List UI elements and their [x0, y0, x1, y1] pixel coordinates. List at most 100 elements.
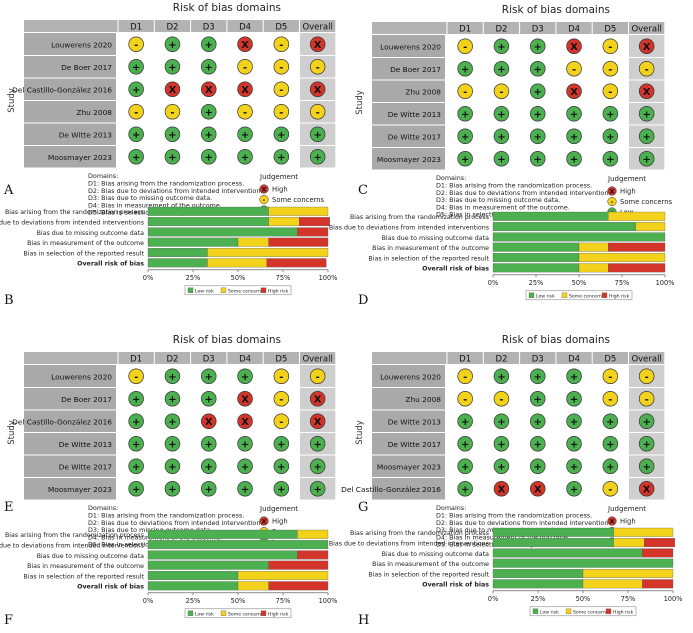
judgement-low-icon: [493, 151, 510, 167]
bar-segment-some: [608, 211, 666, 221]
bar-segment-high: [642, 548, 674, 558]
bar-category-label: Bias in measurement of the outcome: [27, 563, 144, 570]
judgement-low-icon: [529, 105, 546, 122]
judgement-symbol: +: [205, 484, 213, 495]
study-axis-label: Study: [7, 88, 17, 113]
judgement-symbol: +: [277, 484, 285, 495]
bar-category-label: Bias arising from the randomization proc…: [5, 209, 144, 216]
judgement-low-icon: [493, 436, 510, 452]
judgement-symbol: +: [168, 40, 176, 51]
col-header-d1: D1: [459, 25, 471, 35]
judgement-low-icon: [128, 126, 144, 142]
bar-legend-label: High risk: [268, 288, 289, 294]
judgement-symbol: +: [497, 154, 505, 165]
legend-label: High: [272, 518, 288, 526]
col-header-d1: D1: [130, 23, 142, 33]
col-header-d4: D4: [239, 355, 251, 365]
judgement-symbol: +: [461, 154, 469, 165]
header-band: [372, 352, 665, 364]
judgement-low-icon: [309, 126, 326, 142]
judgement-symbol: X: [205, 85, 213, 96]
domain-description: D2: Bias due to deviations from intended…: [436, 189, 610, 197]
study-name: De Witte 2013: [59, 440, 113, 449]
legend-symbol: -: [263, 196, 266, 204]
col-header-overall: Overall: [631, 25, 661, 35]
judgement-low-icon: [309, 149, 326, 165]
col-header-d3: D3: [203, 23, 215, 33]
judgement-low-icon: [529, 38, 546, 54]
judgement-low-icon: [566, 368, 582, 385]
study-name: Zhu 2008: [405, 395, 441, 404]
domain-description: D3: Bias due to missing outcome data.: [88, 194, 212, 202]
judgement-low-icon: [164, 413, 181, 430]
study-name: Zhu 2008: [76, 108, 112, 117]
judgement-low-icon: [529, 458, 546, 475]
judgement-low-icon: [529, 413, 546, 430]
judgement-symbol: +: [241, 439, 249, 450]
study-name: Louwerens 2020: [380, 372, 441, 381]
judgement-high-icon: [237, 36, 253, 52]
legend-high-icon: [607, 516, 617, 526]
judgement-symbol: -: [463, 372, 467, 383]
x-tick-label: 25%: [529, 279, 544, 287]
judgement-symbol: X: [643, 484, 651, 495]
judgement-high-icon: [309, 81, 326, 97]
judgement-symbol: +: [642, 154, 650, 165]
judgement-symbol: -: [279, 372, 283, 383]
judgement-low-icon: [237, 149, 253, 165]
col-header-d4: D4: [239, 23, 251, 33]
bar-segment-some: [613, 538, 645, 548]
bar-legend-label: Low risk: [195, 288, 214, 294]
judgement-symbol: +: [570, 484, 578, 495]
bar-segment-low: [147, 540, 329, 550]
bar-segment-low: [492, 538, 614, 548]
judgement-symbol: +: [461, 484, 469, 495]
judgement-symbol: +: [497, 462, 505, 473]
judgement-low-icon: [493, 38, 510, 54]
judgement-low-icon: [529, 60, 546, 77]
judgement-low-icon: [566, 436, 582, 452]
study-name: Moosmayer 2023: [377, 462, 441, 471]
domain-description: D1: Bias arising from the randomization …: [436, 182, 592, 190]
judgement-symbol: -: [134, 40, 138, 51]
judgement-low-icon: [457, 481, 473, 497]
bar-segment-some: [578, 263, 609, 273]
judgement-symbol: -: [279, 40, 283, 51]
judgement-high-icon: [237, 391, 253, 407]
judgement-some-icon: [273, 58, 290, 75]
x-tick-label: 0%: [143, 274, 153, 282]
bar-segment-low: [147, 227, 298, 237]
judgement-low-icon: [164, 58, 181, 75]
bar-segment-low: [492, 253, 580, 262]
judgement-low-icon: [237, 481, 253, 497]
judgement-low-icon: [566, 458, 582, 475]
judgement-symbol: +: [277, 130, 285, 141]
judgement-symbol: -: [243, 107, 247, 118]
bar-category-label: Bias in measurement of the outcome: [27, 240, 144, 247]
judgement-symbol: -: [170, 107, 174, 118]
judgement-low-icon: [638, 436, 655, 452]
judgement-symbol: X: [570, 42, 578, 53]
judgement-low-icon: [164, 436, 181, 452]
study-name: Louwerens 2020: [51, 40, 112, 49]
bar-segment-high: [644, 538, 675, 548]
x-tick-label: 100%: [664, 595, 683, 603]
judgement-low-icon: [457, 105, 473, 122]
col-header-d5: D5: [604, 355, 616, 365]
bar-segment-low: [492, 211, 609, 221]
judgement-symbol: X: [241, 394, 249, 405]
domain-description: D1: Bias arising from the randomization …: [436, 512, 592, 520]
legend-swatch-some: [565, 608, 572, 614]
judgement-symbol: +: [606, 109, 614, 120]
judgement-symbol: +: [461, 462, 469, 473]
judgement-symbol: -: [608, 394, 612, 405]
judgement-low-icon: [273, 481, 290, 497]
judgement-symbol: +: [205, 439, 213, 450]
x-tick-label: 75%: [615, 279, 630, 287]
legend-high-icon: [259, 184, 269, 194]
bar-segment-low: [147, 581, 239, 591]
col-header-d5: D5: [604, 25, 616, 35]
judgement-symbol: -: [316, 372, 320, 383]
judgement-low-icon: [309, 458, 326, 475]
judgement-symbol: +: [132, 62, 140, 73]
